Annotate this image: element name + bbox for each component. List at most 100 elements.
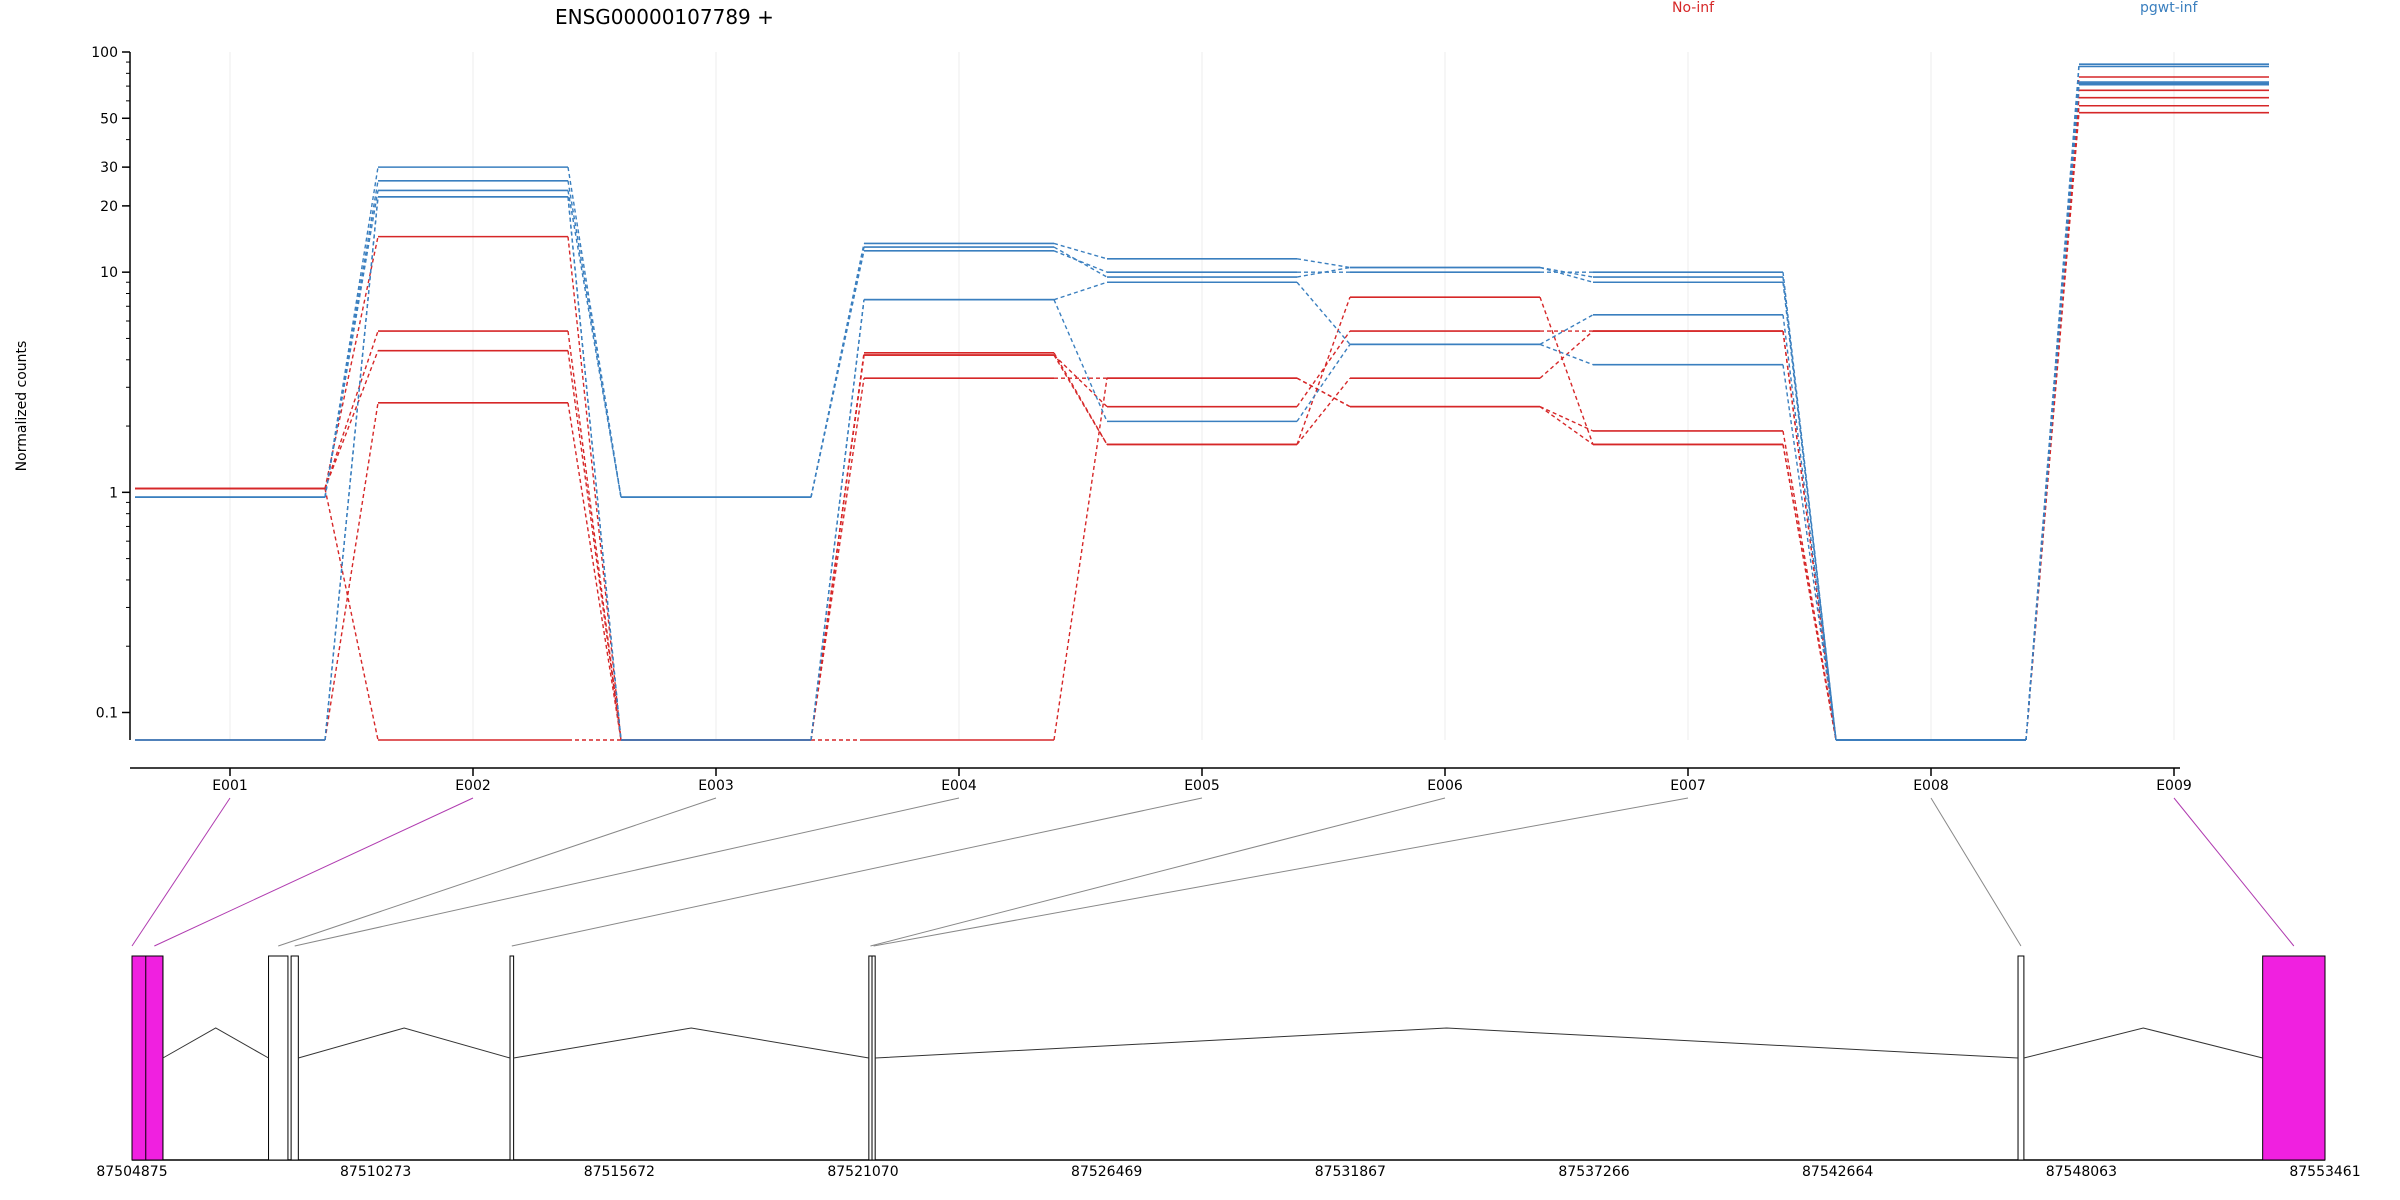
connector-e004 <box>1053 354 1108 445</box>
connector-e008 <box>2025 105 2080 741</box>
connector-e003 <box>810 352 865 741</box>
connector-e006 <box>1539 266 1594 283</box>
y-tick-label-1: 50 <box>100 111 118 127</box>
connector-e005 <box>1296 281 1351 345</box>
genomic-tick-label-0: 87504875 <box>96 1164 167 1180</box>
intron-1 <box>162 1027 269 1059</box>
connector-e006 <box>1539 406 1594 432</box>
x-tick-label-e008: E008 <box>1913 778 1949 794</box>
connector-e004 <box>294 797 960 947</box>
connector-e004 <box>1053 250 1108 273</box>
x-tick-label-e006: E006 <box>1427 778 1463 794</box>
connector-e006 <box>1539 314 1594 345</box>
connector-e006 <box>1539 406 1594 446</box>
connector-e004 <box>1053 242 1108 260</box>
y-tick-label-5: 1 <box>109 485 118 501</box>
grid-lines <box>229 52 2175 740</box>
y-axis-label: Normalized counts <box>14 341 30 472</box>
connector-e006 <box>1539 343 1594 366</box>
x-tick-label-e002: E002 <box>455 778 491 794</box>
genomic-tick-label-4: 87526469 <box>1071 1164 1142 1180</box>
connector-e002 <box>567 402 622 741</box>
connector-e007 <box>1782 364 1837 741</box>
x-tick-label-e001: E001 <box>212 778 248 794</box>
genomic-tick-label-7: 87542664 <box>1802 1164 1873 1180</box>
connector-e004 <box>1053 354 1108 408</box>
connector-e003 <box>810 299 865 741</box>
x-tick-label-e004: E004 <box>941 778 977 794</box>
connector-e005 <box>1296 330 1351 408</box>
genomic-tick-label-1: 87510273 <box>340 1164 411 1180</box>
exon-box-e002 <box>145 955 164 1161</box>
connector-e002 <box>567 190 622 498</box>
exon-box-e008 <box>2017 955 2025 1161</box>
exon-connectors <box>131 797 2295 947</box>
exon-box-e003 <box>268 955 289 1161</box>
gene-model: 87504875 87510273 87515672 87521070 87526469… <box>96 955 2361 1180</box>
connector-e004 <box>1053 352 1108 445</box>
connector-e005 <box>1296 296 1351 445</box>
connector-e001 <box>324 190 379 498</box>
connector-e001 <box>324 402 379 741</box>
connector-e008 <box>2025 66 2080 741</box>
series-pgwt-inf-5 <box>135 65 2269 741</box>
connector-e006 <box>1539 296 1594 445</box>
connector-e004 <box>1053 378 1108 741</box>
connector-e001 <box>131 797 231 947</box>
connector-e005 <box>1296 377 1351 445</box>
exon-box-e007 <box>871 955 876 1161</box>
connector-e001 <box>324 180 379 498</box>
genomic-tick-label-3: 87521070 <box>827 1164 898 1180</box>
x-tick-label-e003: E003 <box>698 778 734 794</box>
connector-e006 <box>1539 266 1594 278</box>
connector-e005 <box>1296 258 1351 269</box>
y-tick-label-6: 0.1 <box>96 705 118 721</box>
x-tick-label-e005: E005 <box>1184 778 1220 794</box>
connector-e007 <box>1782 314 1837 741</box>
genomic-tick-label-2: 87515672 <box>584 1164 655 1180</box>
connector-e009 <box>2173 797 2295 947</box>
intron-5 <box>2023 1027 2263 1059</box>
legend-pgwt-inf: pgwt-inf <box>2140 0 2199 16</box>
exon-box-e004 <box>290 955 299 1161</box>
y-tick-label-4: 10 <box>100 265 118 281</box>
series-lines <box>135 63 2269 741</box>
connector-e007 <box>1782 444 1837 741</box>
connector-e001 <box>324 488 379 741</box>
connector-e001 <box>324 236 379 489</box>
connector-e005 <box>1296 343 1351 422</box>
genomic-tick-label-6: 87537266 <box>1558 1164 1629 1180</box>
exon-box-e009 <box>2262 955 2326 1161</box>
connector-e007 <box>1782 272 1837 741</box>
intron-2 <box>298 1027 511 1059</box>
connector-e004 <box>1053 281 1108 301</box>
y-tick-label-3: 20 <box>100 199 118 215</box>
connector-e001 <box>324 350 379 489</box>
connector-e003 <box>810 378 865 741</box>
exon-box-e005 <box>509 955 515 1161</box>
connector-e002 <box>567 180 622 498</box>
connector-e003 <box>278 797 717 947</box>
connector-e005 <box>511 797 1203 947</box>
genomic-tick-label-8: 87548063 <box>2046 1164 2117 1180</box>
genomic-tick-label-9: 87553461 <box>2289 1164 2360 1180</box>
legend-no-inf: No-inf <box>1672 0 1715 16</box>
x-tick-label-e007: E007 <box>1670 778 1706 794</box>
axes: 100 50 30 20 10 1 0.1 E001 E002 E003 E004 E005 E006 E… <box>91 45 2192 794</box>
connector-e008 <box>2025 84 2080 741</box>
y-tick-label-2: 30 <box>100 160 118 176</box>
connector-e005 <box>1296 377 1351 408</box>
connector-e002 <box>567 236 622 741</box>
intron-3 <box>513 1027 869 1059</box>
connector-e004 <box>1053 299 1108 422</box>
connector-e002 <box>567 350 622 741</box>
connector-e006 <box>870 797 1446 947</box>
connector-e005 <box>1296 266 1351 278</box>
y-tick-label-0: 100 <box>91 45 118 61</box>
intron-4 <box>875 1027 2019 1059</box>
chart-title: ENSG00000107789 + <box>555 5 774 29</box>
connector-e003 <box>810 250 865 498</box>
x-tick-label-e009: E009 <box>2156 778 2192 794</box>
connector-e002 <box>567 196 622 741</box>
